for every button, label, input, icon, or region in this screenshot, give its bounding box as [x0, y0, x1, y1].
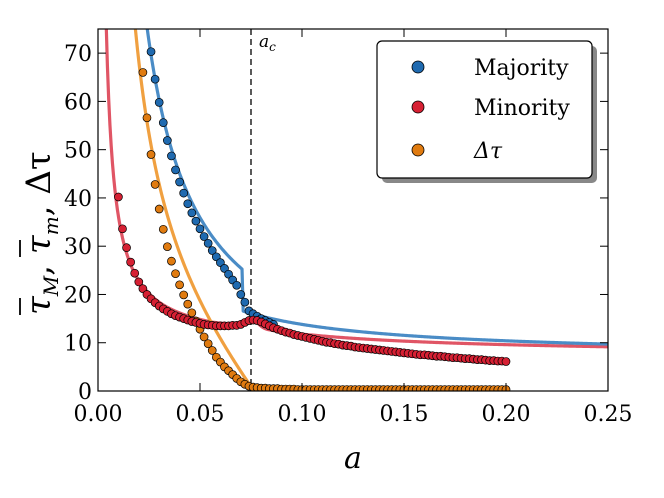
point-majority: [171, 165, 180, 175]
point-delta: [163, 242, 172, 252]
point-majority: [146, 47, 156, 57]
svg-text:τM, τm, Δτ: τM, τm, Δτ: [19, 151, 63, 315]
data-points: [114, 47, 511, 391]
x-tick-label: 0.05: [176, 402, 225, 427]
point-minority: [122, 243, 131, 252]
point-delta: [171, 269, 180, 279]
point-delta: [167, 256, 176, 266]
point-majority: [207, 246, 217, 255]
point-majority: [175, 177, 184, 187]
point-delta: [187, 308, 197, 318]
point-majority: [163, 136, 172, 145]
point-delta: [207, 346, 217, 355]
x-tick-label: 0.00: [74, 402, 123, 427]
x-axis-label: a: [344, 441, 362, 476]
y-tick-label: 10: [64, 332, 92, 357]
point-majority: [199, 232, 209, 241]
y-axis: 0 10 20 30 40 50 60 70: [64, 42, 608, 405]
legend-box: [376, 40, 593, 179]
point-delta: [138, 68, 148, 77]
point-delta: [150, 180, 160, 189]
point-minority: [126, 257, 135, 267]
point-majority: [240, 297, 250, 307]
point-majority: [236, 290, 246, 299]
point-majority: [232, 280, 242, 290]
y-tick-label: 70: [64, 42, 92, 67]
y-tick-label: 50: [64, 139, 92, 164]
legend-marker-minority: [411, 100, 425, 114]
point-minority: [114, 192, 123, 202]
fit-curve-majority: [145, 29, 608, 346]
y-tick-label: 40: [64, 187, 92, 212]
point-delta: [179, 290, 189, 300]
point-delta: [158, 224, 168, 234]
y-tick-label: 20: [64, 283, 92, 308]
x-tick-label: 0.10: [278, 402, 327, 427]
point-minority: [501, 357, 511, 366]
point-majority: [191, 216, 201, 226]
legend-marker-delta: [411, 143, 425, 157]
point-delta: [183, 299, 193, 309]
point-majority: [179, 188, 189, 198]
x-tick-label: 0.15: [380, 402, 429, 427]
point-delta: [154, 204, 164, 214]
legend-label-majority: Majority: [474, 56, 569, 81]
legend: Majority Minority Δτ: [376, 40, 597, 183]
point-delta: [146, 150, 156, 159]
point-majority: [187, 208, 197, 218]
point-delta: [142, 113, 152, 123]
y-tick-label: 60: [64, 90, 92, 115]
point-majority: [203, 238, 213, 248]
point-majority: [167, 151, 176, 161]
point-delta: [175, 280, 184, 290]
point-majority: [158, 118, 168, 127]
y-tick-label: 30: [64, 235, 92, 260]
y-axis-label: τM, τm, Δτ: [19, 151, 63, 315]
point-delta: [203, 339, 213, 349]
point-minority: [118, 224, 127, 234]
x-tick-label: 0.20: [482, 402, 531, 427]
legend-label-delta: Δτ: [473, 139, 503, 164]
point-majority: [183, 199, 193, 209]
y-tick-label: 0: [78, 380, 92, 405]
point-majority: [150, 74, 160, 84]
legend-marker-majority: [411, 60, 425, 74]
point-minority: [130, 268, 140, 278]
legend-label-minority: Minority: [474, 96, 570, 121]
plot-frame: [97, 28, 609, 392]
x-tick-label: 0.25: [584, 402, 633, 427]
point-minority: [134, 277, 144, 287]
point-majority: [154, 98, 164, 107]
point-delta: [199, 332, 209, 342]
critical-a-annotation: ac: [259, 32, 276, 54]
x-axis: 0.00 0.05 0.10 0.15 0.20 0.25: [74, 29, 633, 427]
point-majority: [195, 224, 205, 234]
